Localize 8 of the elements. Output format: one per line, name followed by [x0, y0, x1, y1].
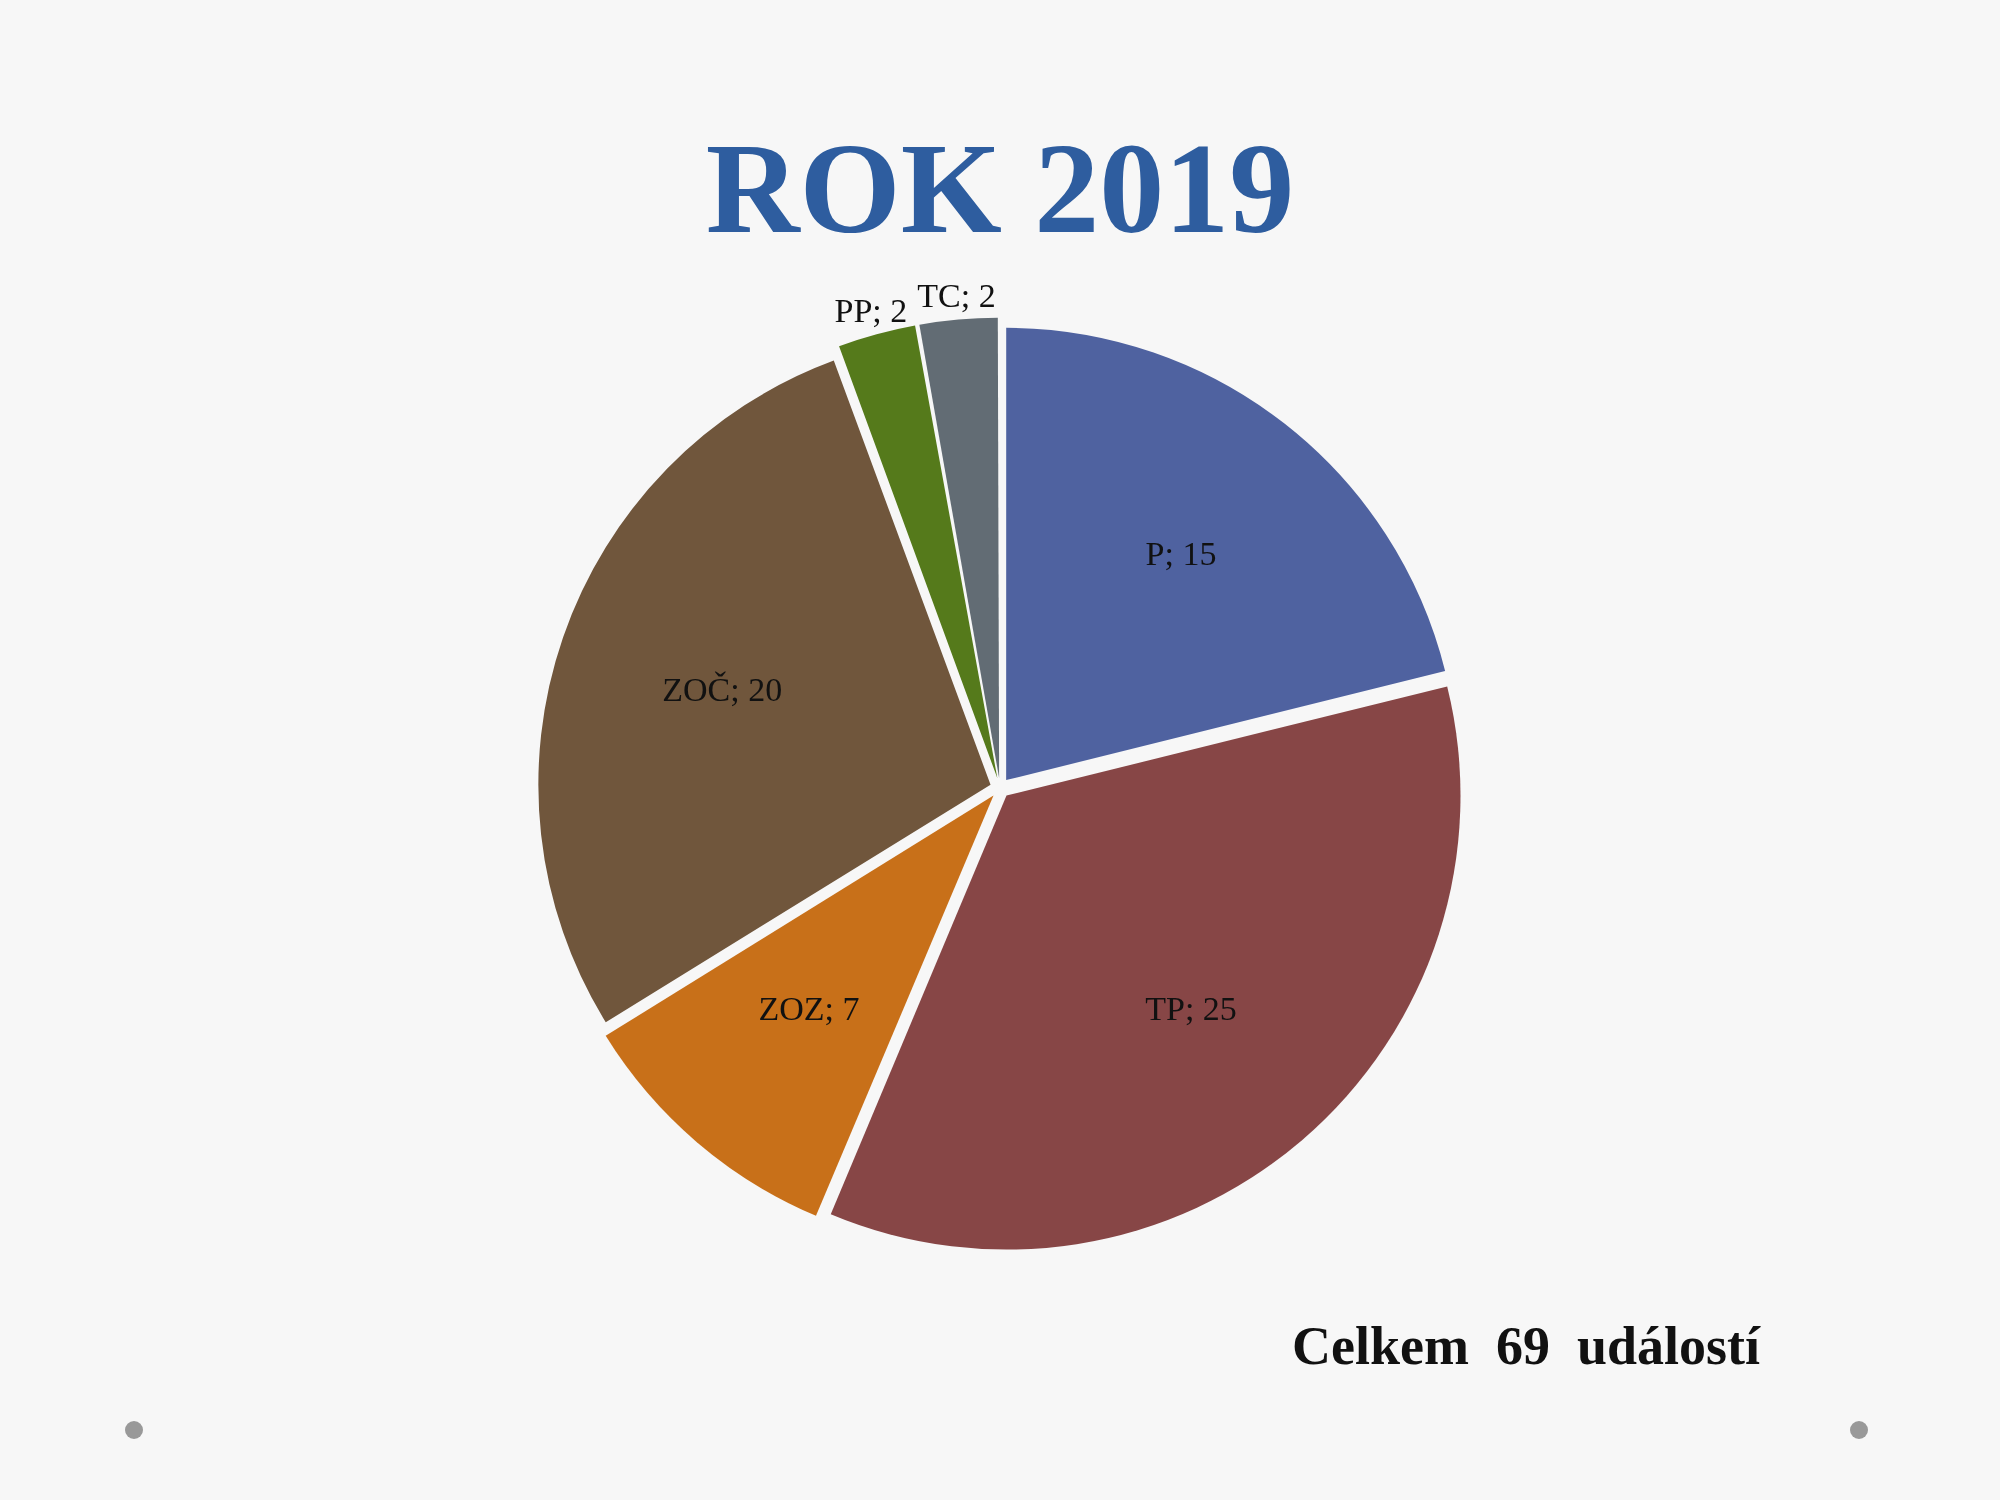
data-label: ZOČ; 20 — [662, 671, 783, 709]
data-label: P; 15 — [1145, 535, 1217, 573]
text: Celkem 69 událostí — [1291, 1315, 1760, 1377]
data-label: PP; 2 — [834, 292, 908, 330]
data-label: ZOZ; 7 — [758, 990, 860, 1028]
chart-title: ROK 2019 — [705, 115, 1295, 260]
data-label: TC; 2 — [917, 276, 996, 314]
data-label: TP; 25 — [1145, 990, 1237, 1028]
